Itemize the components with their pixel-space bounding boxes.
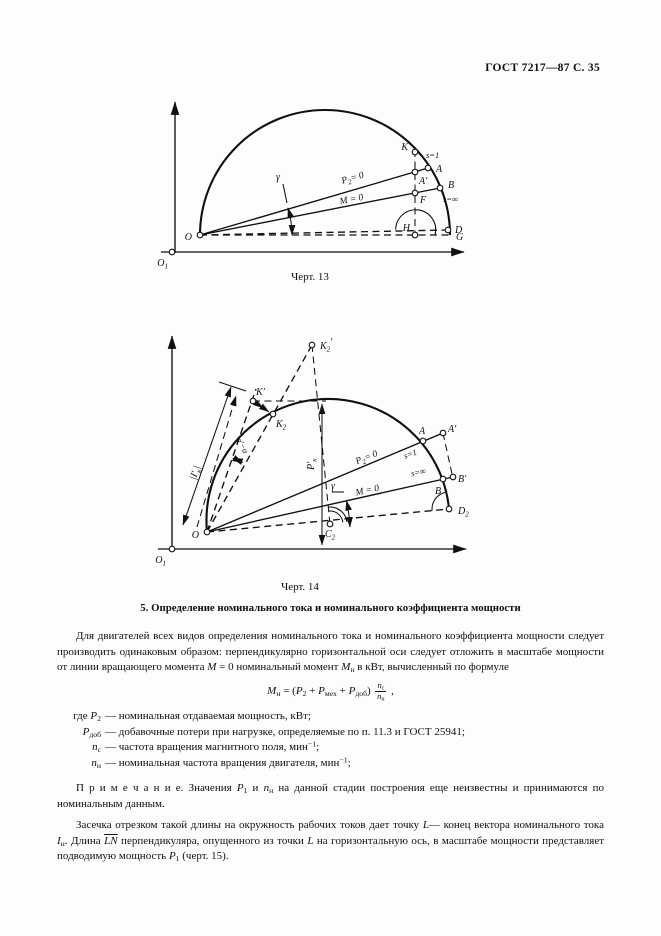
where-item-nn: nн — номинальная частота вращения двигат… — [91, 755, 351, 770]
fig13-axes — [161, 101, 465, 257]
fig13-label-a: A — [435, 164, 443, 175]
fig14-label-p2-0: P2= 0 — [353, 449, 380, 469]
page-header: ГОСТ 7217—87 С. 35 — [485, 62, 600, 74]
fig13-label-s1: s=1 — [426, 150, 439, 160]
formula-fraction: nс nн — [375, 680, 387, 703]
fig13-label-d: D — [454, 225, 463, 236]
fig14-label-s-inf: s=∞ — [410, 465, 427, 478]
paragraph-note: П р и м е ч а н и е. Значения P1 и nн на… — [57, 782, 604, 810]
where-item-pdob: Pдоб — добавочные потери при нагрузке, о… — [82, 725, 465, 739]
fig13-gamma-angle — [282, 183, 296, 236]
fig14-shift-arrows — [252, 399, 270, 413]
fig13-label-b: B — [448, 180, 454, 191]
fig14-label-o: O — [192, 530, 199, 541]
fig14-gamma-angle — [332, 491, 353, 528]
fig13-label-s-inf: s=∞ — [443, 194, 458, 204]
fig14-label-k2: K2 — [275, 419, 287, 432]
fig14-label-k-prime: K′ — [255, 387, 266, 398]
fig14-label-alpha-diff: α′−α — [234, 436, 251, 456]
paragraph-intro: Для двигателей всех видов определения но… — [57, 630, 604, 675]
fig13-label-o1: O1 — [157, 258, 168, 271]
fig14-label-ik-prime: |I′к| — [188, 464, 204, 482]
fig13-label-h: H — [402, 223, 411, 234]
fig14-points — [168, 341, 457, 553]
fig14-label-d2: D2 — [457, 506, 469, 519]
where-item-p2: где P2 — номинальная отдаваемая мощность… — [73, 710, 311, 724]
fig14-alpha-angle-arc — [232, 455, 244, 465]
fig14-label-pk-prime: P′к — [306, 458, 319, 471]
fig13-label-g: G — [456, 232, 463, 243]
fig13-label-gamma: γ — [276, 172, 281, 183]
fig13-diagram: O O1 K s=1 A A′ B s=∞ F D H G γ P2= 0 M … — [157, 101, 465, 271]
fig14-corrected-circle — [205, 397, 451, 533]
fig14-label-b: B — [435, 486, 441, 497]
fig14-label-gamma: γ — [331, 481, 336, 492]
fig14-ik-measure — [182, 381, 247, 528]
fig14-angle-arc-d2 — [431, 491, 446, 511]
fig13-label-o: O — [185, 232, 192, 243]
fig13-current-circle — [198, 109, 452, 236]
fig14-label-o1: O1 — [155, 555, 166, 568]
fig14-caption: Черт. 14 — [281, 581, 319, 593]
fig14-label-b-prime: B′ — [458, 474, 467, 485]
fig13-points — [168, 148, 452, 256]
formula-main: Мн = (P2 + Pмех + Pдоб) — [267, 685, 374, 699]
where-item-nc: nс — частота вращения магнитного поля, м… — [92, 739, 320, 755]
fig14-label-s1: s=1 — [402, 447, 418, 461]
fig14-axes — [158, 335, 467, 554]
formula-mn: Мн = (P2 + Pмех + Pдоб) nс nн , — [57, 676, 604, 706]
fig14-label-c2: C2 — [325, 529, 336, 542]
section-heading: 5. Определение номинального тока и номин… — [140, 602, 521, 614]
fig13-angle-arc-h — [395, 209, 437, 236]
fig13-construction-lines — [199, 150, 452, 236]
fig13-label-a-prime: A′ — [418, 176, 428, 187]
fig13-label-k: K — [400, 142, 409, 153]
formula-tail: , — [388, 685, 394, 697]
fig13-label-p2-0: P2= 0 — [339, 171, 365, 189]
fig14-label-a-prime: A′ — [447, 424, 457, 435]
fig14-diagram: O O1 K2′ K′ K2 A A′ B B′ s=1 s=∞ C2 D2 γ… — [155, 335, 469, 568]
fig13-caption: Черт. 13 — [291, 271, 329, 283]
fig13-label-m-0: M = 0 — [338, 193, 365, 208]
fig14-label-k2-prime: K2′ — [319, 337, 333, 354]
paragraph-zasechka: Засечка отрезком такой длины на окружнос… — [57, 819, 605, 864]
fig14-angle-arc-c2 — [328, 506, 348, 523]
fig13-label-f: F — [419, 195, 427, 206]
fig14-label-a: A — [418, 426, 426, 437]
where-list: где P2 — номинальная отдаваемая мощность… — [54, 709, 604, 771]
